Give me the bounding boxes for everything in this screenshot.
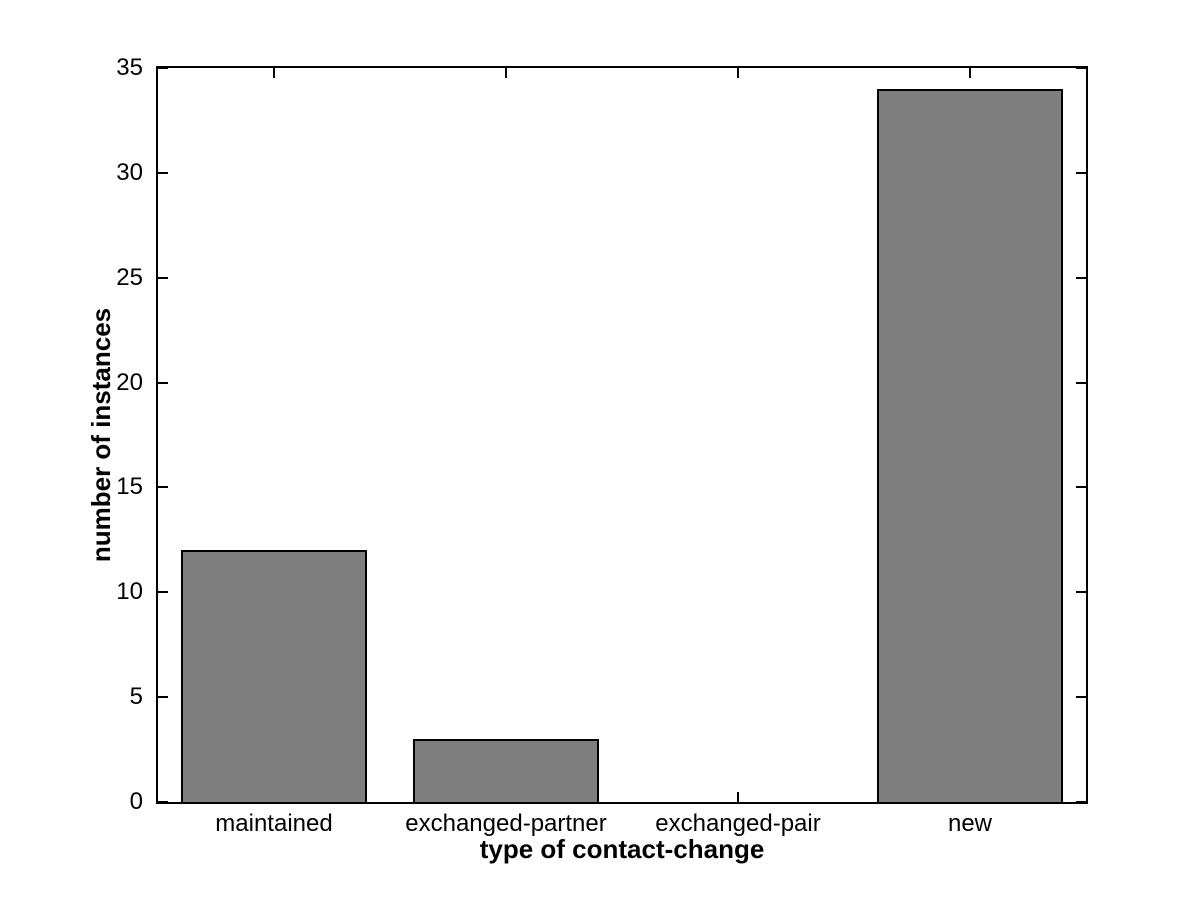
y-tick-label: 25 [116,263,143,291]
y-tick-right [1076,591,1086,594]
x-tick-label: exchanged-pair [655,810,821,837]
x-tick-top [273,68,275,78]
y-tick-left [158,381,168,384]
x-tick-label: new [947,810,993,837]
bar-exchanged-partner [413,739,599,802]
y-tick-left [158,276,168,279]
y-tick-label: 10 [116,578,143,606]
y-tick-label: 20 [116,368,143,396]
bar-maintained [181,550,367,802]
y-tick-label: 5 [129,683,143,711]
y-tick-right [1076,171,1086,174]
y-tick-left [158,801,168,803]
plot-area [156,66,1088,804]
x-tick-label: maintained [215,810,333,837]
y-tick-left [158,171,168,174]
y-tick-right [1076,696,1086,699]
y-tick-right [1076,486,1086,489]
plot-inner [158,67,1086,803]
y-tick-label: 15 [116,473,143,501]
x-axis-title: type of contact-change [479,834,765,864]
x-tick-top [737,68,739,78]
y-tick-left [158,591,168,594]
y-tick-right [1076,276,1086,279]
y-tick-label: 35 [116,54,143,81]
y-tick-left [158,486,168,489]
y-axis-title: number of instances [86,307,116,563]
x-tick-top [505,68,507,78]
y-tick-right [1076,67,1086,69]
y-tick-left [158,696,168,699]
y-tick-label: 30 [116,158,143,186]
y-tick-label: 0 [129,788,143,815]
y-tick-right [1076,381,1086,384]
y-tick-right [1076,801,1086,803]
y-tick-left [158,67,168,69]
x-tick-bottom [737,792,739,802]
x-tick-top [969,68,971,78]
x-tick-label: exchanged-partner [405,810,607,837]
bar-new [877,89,1063,802]
